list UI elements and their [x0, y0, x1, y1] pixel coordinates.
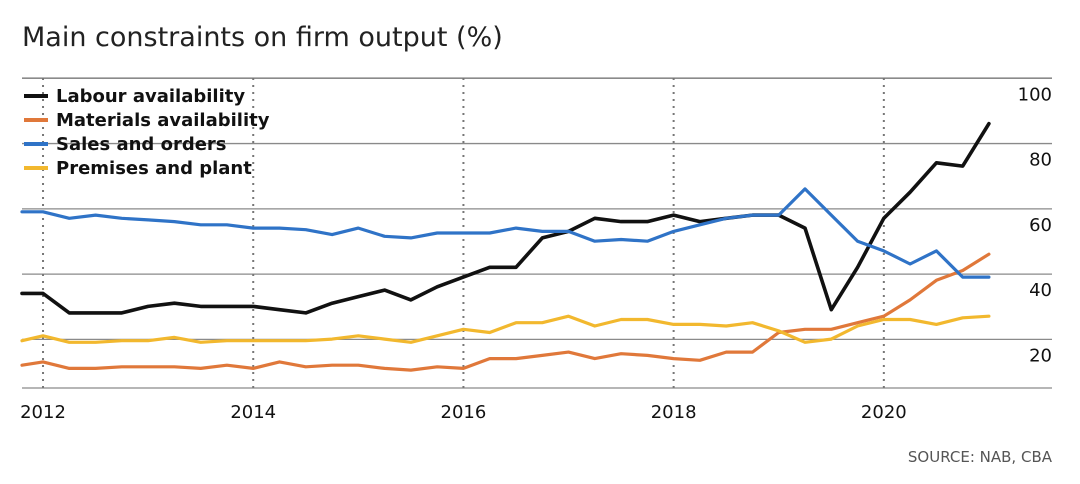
- x-tick-label: 2014: [230, 402, 276, 423]
- y-tick-label: 100: [1018, 84, 1052, 105]
- y-tick-label: 60: [1029, 215, 1052, 236]
- legend-item: Materials availability: [24, 110, 270, 131]
- legend-label: Premises and plant: [56, 158, 252, 179]
- series-line-sales-and-orders: [20, 187, 991, 279]
- legend: Labour availability Materials availabilit…: [24, 86, 270, 179]
- series-line-premises-and-plant: [20, 314, 991, 344]
- legend-label: Labour availability: [56, 86, 245, 107]
- x-axis-ticks: 2012 2014 2016 2018 2020: [20, 402, 907, 423]
- x-tick-label: 2012: [20, 402, 66, 423]
- x-tick-label: 2018: [651, 402, 697, 423]
- legend-item: Sales and orders: [24, 134, 227, 155]
- series-line-labour-availability: [20, 121, 991, 315]
- chart-title: Main constraints on firm output (%): [22, 22, 503, 53]
- y-tick-label: 20: [1029, 345, 1052, 366]
- y-axis-ticks: 20 40 60 80 100: [1018, 84, 1052, 366]
- legend-item: Premises and plant: [24, 158, 252, 179]
- legend-item: Labour availability: [24, 86, 245, 107]
- legend-label: Materials availability: [56, 110, 270, 131]
- x-tick-label: 2016: [441, 402, 487, 423]
- x-tick-label: 2020: [861, 402, 907, 423]
- y-tick-label: 80: [1029, 150, 1052, 171]
- series-lines: [20, 121, 991, 372]
- legend-label: Sales and orders: [56, 134, 227, 155]
- series-line-materials-availability: [20, 252, 991, 372]
- source-note: SOURCE: NAB, CBA: [908, 448, 1053, 466]
- y-tick-label: 40: [1029, 280, 1052, 301]
